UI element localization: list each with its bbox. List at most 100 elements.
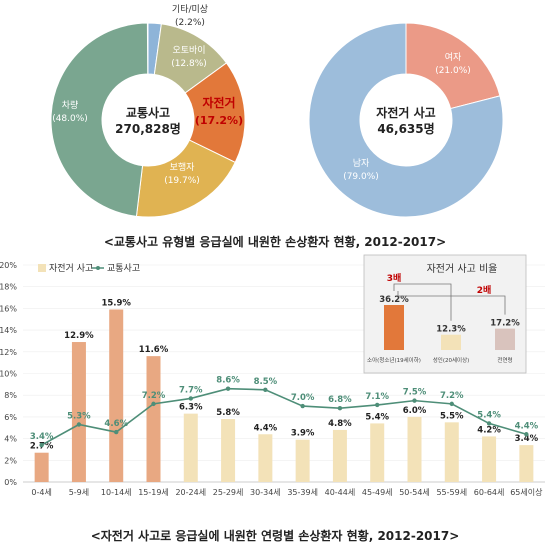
y-tick-label: 4% (4, 435, 17, 444)
inset-bar-chart: 36.2% 소아(청소년(19세이하) 12.3% 성인(20세이상) 17.2% 전연령… (367, 272, 520, 364)
slice-pct-label: (2.2%) (175, 18, 205, 28)
donut-slice (405, 22, 501, 110)
age-bar-line-chart: 0%2%4%6%8%10%12%14%16%18%20%2.7%0-4세12.9… (0, 261, 545, 497)
bicycle-bar-label: 5.4% (365, 412, 389, 422)
bicycle-bar (519, 445, 534, 482)
bicycle-bar (482, 436, 497, 482)
bicycle-bar-label: 6.3% (179, 403, 203, 413)
bicycle-bar-label: 12.9% (64, 331, 94, 341)
traffic-line (41, 387, 527, 446)
traffic-point-label: 8.5% (254, 377, 278, 387)
donut-slice (50, 22, 149, 217)
x-tick-label: 30-34세 (250, 488, 281, 497)
traffic-point (449, 401, 454, 407)
traffic-point-label: 3.4% (30, 432, 54, 442)
bicycle-bar (444, 422, 459, 482)
traffic-point-label: 5.4% (477, 410, 501, 420)
traffic-point-label: 4.6% (104, 419, 128, 429)
slice-pct-label: (79.0%) (343, 172, 379, 182)
bicycle-bar (332, 429, 347, 482)
ratio-2x-label: 2배 (477, 284, 492, 296)
bicycle-bar (258, 434, 273, 482)
traffic-point (39, 442, 44, 448)
bottom-caption: <자전거 사고로 응급실에 내원한 연령별 손상환자 현황, 2012-2017… (91, 528, 460, 543)
ratio-bracket-2x (397, 291, 506, 315)
traffic-point (524, 432, 529, 437)
x-tick-label: 20-24세 (175, 488, 206, 497)
traffic-point (188, 396, 193, 401)
slice-label: 차량 (62, 99, 79, 111)
x-tick-label: 50-54세 (399, 488, 430, 497)
legend-traffic-marker (96, 266, 100, 270)
x-tick-label: 0-4세 (31, 488, 51, 497)
slice-pct-label: (21.0%) (435, 66, 471, 76)
traffic-point-label: 4.4% (515, 421, 539, 431)
traffic-point (225, 386, 231, 391)
x-tick-label: 15-19세 (138, 488, 169, 497)
traffic-point-label: 7.7% (179, 385, 203, 395)
donut2-center-title: 자전거 사고 (376, 105, 435, 120)
slice-label: 여자 (445, 51, 462, 63)
y-tick-label: 20% (0, 261, 17, 270)
traffic-point-label: 7.5% (403, 388, 427, 398)
y-tick-label: 6% (4, 413, 17, 422)
traffic-point (76, 422, 82, 427)
inset-bar-label: 12.3% (436, 325, 466, 335)
donut2-center-value: 46,635명 (377, 122, 434, 136)
x-tick-label: 35-39세 (287, 488, 318, 497)
bicycle-bar (146, 356, 161, 482)
slice-pct-label: (48.0%) (52, 114, 88, 124)
bicycle-bar-label: 4.4% (254, 423, 278, 433)
slice-label: 남자 (353, 158, 370, 169)
inset-category-label: 소아(청소년(19세이하) (367, 356, 421, 364)
bicycle-bar-label: 4.2% (477, 425, 501, 435)
bicycle-bar-label: 5.5% (440, 411, 464, 421)
inset-bar (384, 305, 404, 350)
slice-label: 보행자 (170, 161, 196, 173)
traffic-point-label: 7.1% (365, 392, 389, 402)
traffic-point-label: 7.2% (142, 391, 166, 401)
legend-bicycle-swatch (38, 264, 46, 272)
inset-bar-label: 36.2% (379, 295, 409, 305)
traffic-point (412, 398, 417, 403)
slice-pct-label: (19.7%) (164, 176, 200, 186)
top-caption: <교통사고 유형별 응급실에 내원한 손상환자 현황, 2012-2017> (104, 234, 446, 249)
y-tick-label: 0% (4, 478, 17, 487)
traffic-point (114, 429, 119, 435)
legend-bicycle-label: 자전거 사고 (49, 263, 93, 274)
x-tick-label: 5-9세 (69, 488, 89, 497)
y-tick-label: 16% (0, 304, 17, 313)
bicycle-bar (71, 342, 86, 482)
slice-pct-label: (12.8%) (171, 59, 207, 69)
donut1-center-value: 270,828명 (115, 122, 181, 136)
inset-bar-label: 17.2% (490, 319, 520, 329)
bicycle-bar (183, 413, 198, 482)
bicycle-bar (221, 419, 236, 482)
inset-title: 자전거 사고 비율 (427, 263, 498, 275)
y-tick-label: 2% (4, 456, 17, 465)
traffic-point (151, 401, 156, 407)
y-tick-label: 18% (0, 283, 17, 292)
x-tick-label: 55-59세 (436, 488, 467, 497)
ratio-bracket-3x (393, 283, 452, 321)
donut1-center-title: 교통사고 (126, 105, 170, 120)
bicycle-bar (295, 439, 310, 482)
traffic-point-label: 6.8% (328, 395, 352, 405)
x-tick-label: 25-29세 (213, 488, 244, 497)
x-tick-label: 45-49세 (362, 488, 393, 497)
bicycle-bar-label: 4.8% (328, 419, 352, 429)
bicycle-bar-label: 3.9% (291, 429, 315, 439)
y-tick-label: 14% (0, 326, 17, 335)
traffic-donut-chart: 기타/미상 (2.2%) 오토바이 (12.8%) 보행자 (19.7%) 차량 (48.0%… (50, 4, 246, 218)
traffic-point-label: 7.2% (440, 391, 464, 401)
bicycle-slice-label: 자전거 (202, 95, 235, 110)
slice-label: 오토바이 (172, 45, 205, 56)
traffic-point (486, 421, 492, 426)
bicycle-bar-label: 15.9% (101, 298, 131, 308)
y-tick-label: 10% (0, 370, 17, 379)
traffic-point-label: 8.6% (216, 376, 240, 386)
legend-traffic-label: 교통사고 (107, 263, 140, 274)
bicycle-bar-label: 6.0% (403, 406, 427, 416)
traffic-point-label: 5.3% (67, 411, 91, 421)
